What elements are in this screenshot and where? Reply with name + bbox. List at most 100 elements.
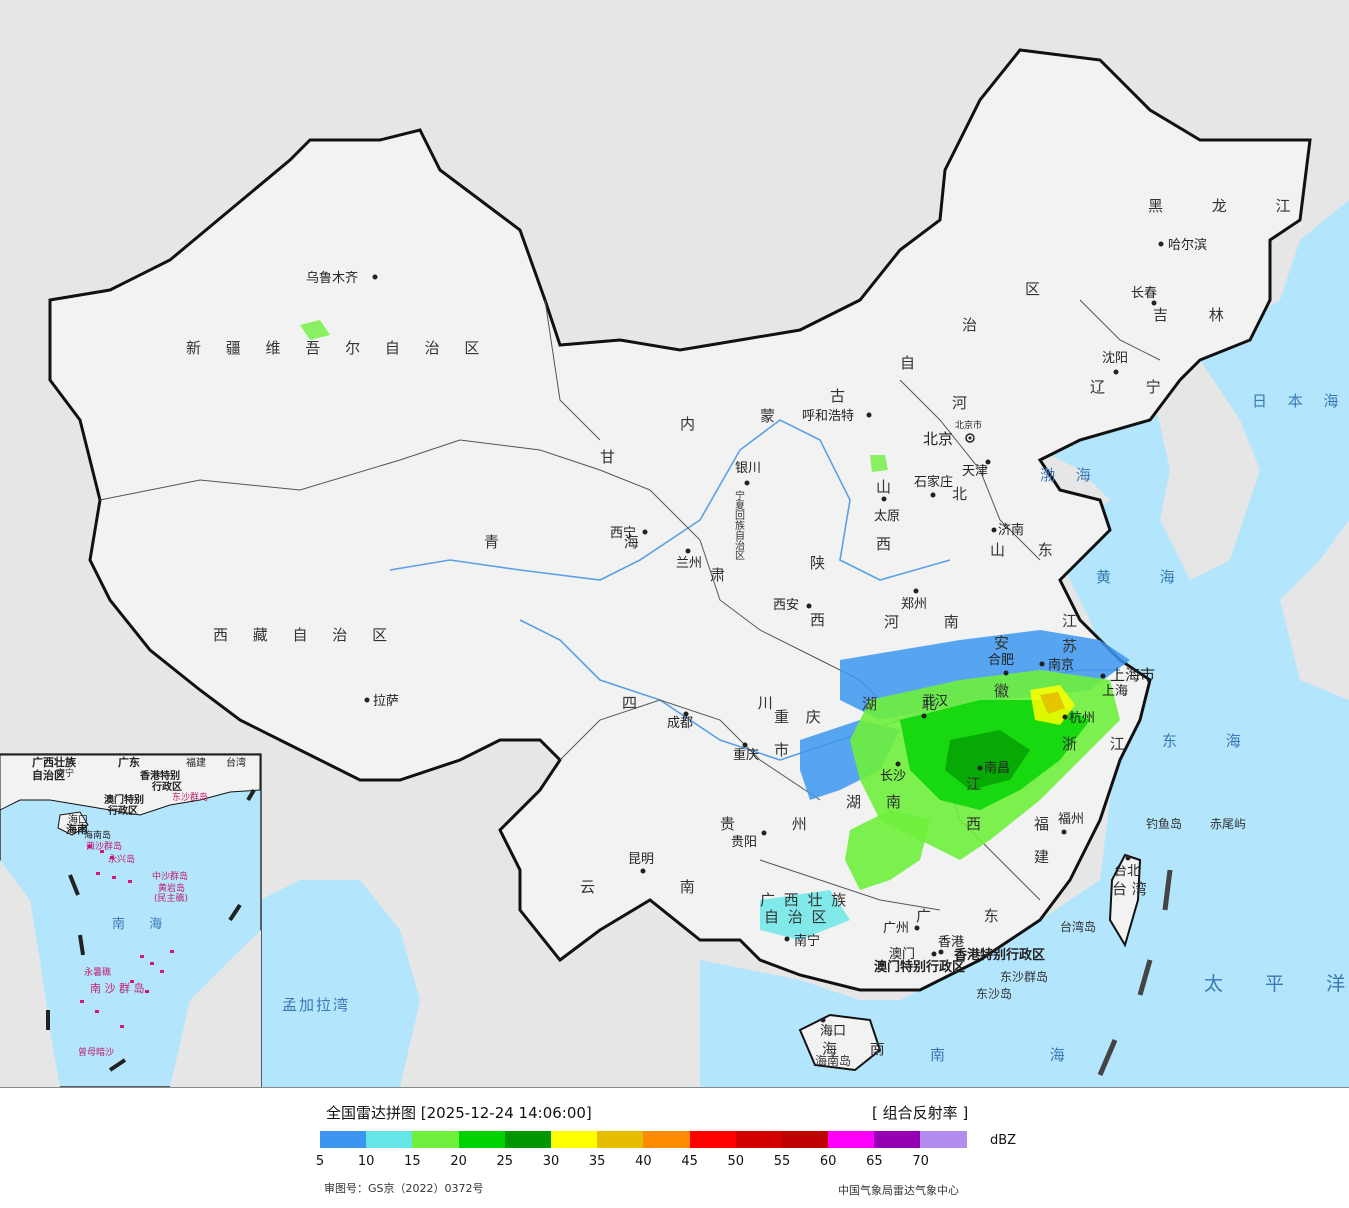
city-label: 济南 — [998, 522, 1024, 538]
city-label: 杭州 — [1069, 711, 1095, 726]
city-label: 昆明 — [628, 852, 654, 867]
color-scale-bar — [320, 1131, 967, 1148]
inset-label: 南 沙 群 岛 — [90, 981, 145, 995]
inset-label: 曾母暗沙 — [78, 1046, 114, 1058]
province-label: 西 藏 自 治 区 — [213, 626, 397, 644]
city-label: 澳门 — [889, 946, 915, 962]
province-label: 南 — [886, 793, 911, 811]
color-swatch — [458, 1131, 505, 1148]
color-scale-tick: 20 — [450, 1154, 467, 1169]
color-scale-tick: 55 — [773, 1154, 791, 1169]
city-label: 石家庄 — [914, 474, 953, 490]
province-label: 内 — [680, 415, 705, 433]
province-label: 自 — [900, 354, 925, 372]
inset-label: (民主礁) — [154, 892, 188, 904]
color-swatch — [735, 1131, 782, 1148]
province-label: 台 湾 — [1112, 880, 1147, 898]
province-label: 湖 — [846, 793, 871, 811]
legend-panel: 全国雷达拼图 [2025-12-24 14:06:00] [ 组合反射率 ] d… — [0, 1088, 1349, 1208]
province-label: 甘 — [600, 448, 625, 466]
color-scale-tick: 65 — [866, 1154, 883, 1169]
radar-echoes — [300, 320, 1130, 940]
sea-area — [700, 0, 1349, 1087]
city-label: 南宁 — [794, 933, 820, 949]
sea-label: 太 平 洋 — [1204, 973, 1349, 995]
province-label: 山 — [876, 478, 901, 496]
province-label: 江 — [966, 775, 991, 793]
city-label: 海口 — [820, 1024, 846, 1039]
color-scale-tick: 35 — [588, 1154, 606, 1169]
city-label: 长沙 — [880, 769, 906, 784]
sea-bay-bengal — [260, 880, 420, 1087]
island-label: 东沙群岛 — [1000, 969, 1048, 984]
province-label: 吉 林 — [1153, 306, 1242, 324]
province-label: 安 — [994, 634, 1019, 652]
inset-label: 海口 — [68, 813, 88, 826]
radar-map[interactable]: 新 疆 维 吾 尔 自 治 区 西 藏 自 治 区 青 海 甘 肃 内 蒙 古 … — [0, 0, 1349, 1088]
province-label: 福 — [1034, 815, 1059, 833]
color-scale-tick: 5 — [315, 1154, 325, 1169]
inset-label: 福建 — [186, 756, 206, 769]
inset-label: 香港特别 — [140, 769, 180, 782]
inset-label: 南 海 — [112, 916, 172, 932]
city-label: 台北 — [1114, 864, 1140, 879]
province-label: 新 疆 维 吾 尔 自 治 区 — [186, 339, 489, 357]
province-label: 区 — [1025, 280, 1050, 298]
color-scale-tick: 15 — [404, 1154, 421, 1169]
city-label: 哈尔滨 — [1168, 237, 1207, 253]
island-label: 东沙岛 — [976, 986, 1012, 1001]
city-label: 沈阳 — [1102, 351, 1128, 366]
inset-label: 永兴岛 — [108, 853, 135, 865]
inset-label: 南宁 — [56, 767, 74, 779]
color-scale-tick: 25 — [496, 1154, 514, 1169]
inset-label: 海南岛 — [84, 829, 111, 841]
province-label: 广 东 — [916, 907, 1023, 925]
color-scale-tick: 45 — [681, 1154, 698, 1169]
province-label: 广 西 壮 族 — [760, 891, 848, 909]
agency-credit: 中国气象局雷达气象中心 — [838, 1184, 959, 1197]
city-label: 长春 — [1131, 286, 1157, 301]
province-label: 四 川 — [622, 694, 831, 712]
city-label: 成都 — [667, 716, 693, 731]
province-label: 建 — [1034, 848, 1059, 866]
sea-label: 渤 海 — [1040, 466, 1099, 484]
city-label: 北京市 — [955, 419, 982, 431]
province-label: 陕 — [810, 554, 835, 572]
city-label: 武汉 — [922, 694, 948, 709]
island-label: 台湾岛 — [1060, 919, 1096, 934]
city-label: 天津 — [962, 464, 988, 479]
yellow-river — [389, 419, 951, 581]
inset-label: 自治区 — [32, 768, 65, 782]
city-label: 西宁 — [610, 525, 636, 541]
city-label: 西安 — [773, 598, 799, 613]
inset-label: 台湾 — [226, 756, 246, 769]
city-label: 合肥 — [988, 653, 1014, 668]
province-label: 黑 龙 江 — [1148, 197, 1313, 215]
province-label: 江 — [1062, 612, 1087, 630]
color-swatch — [320, 1131, 367, 1148]
inset-label: 行政区 — [151, 780, 182, 793]
special-region-label: 香港特别行政区 — [953, 947, 1045, 963]
city-label: 太原 — [874, 509, 900, 524]
city-label: 北京 — [923, 430, 953, 448]
color-scale-tick: 40 — [635, 1154, 652, 1169]
hainan-land — [798, 1013, 882, 1072]
sea-label: 日 本 海 — [1252, 392, 1347, 410]
city-label: 上海市 — [1110, 666, 1155, 684]
city-label: 贵阳 — [731, 835, 757, 850]
city-label: 南昌 — [984, 760, 1010, 776]
province-label: 河 — [952, 394, 977, 412]
color-swatch — [874, 1131, 921, 1148]
province-label: 蒙 — [760, 407, 785, 425]
province-label: 古 — [830, 387, 855, 405]
province-label: 青 海 — [484, 533, 699, 551]
color-swatch — [643, 1131, 690, 1148]
inset-label: 广东 — [118, 755, 140, 769]
color-swatch — [597, 1131, 644, 1148]
color-swatch — [689, 1131, 736, 1148]
province-label: 重 庆 — [774, 708, 827, 726]
city-label: 福州 — [1058, 812, 1084, 827]
color-scale-tick: 60 — [819, 1154, 837, 1169]
inset-label: 行政区 — [107, 804, 138, 817]
province-label: 辽 宁 — [1090, 378, 1179, 396]
